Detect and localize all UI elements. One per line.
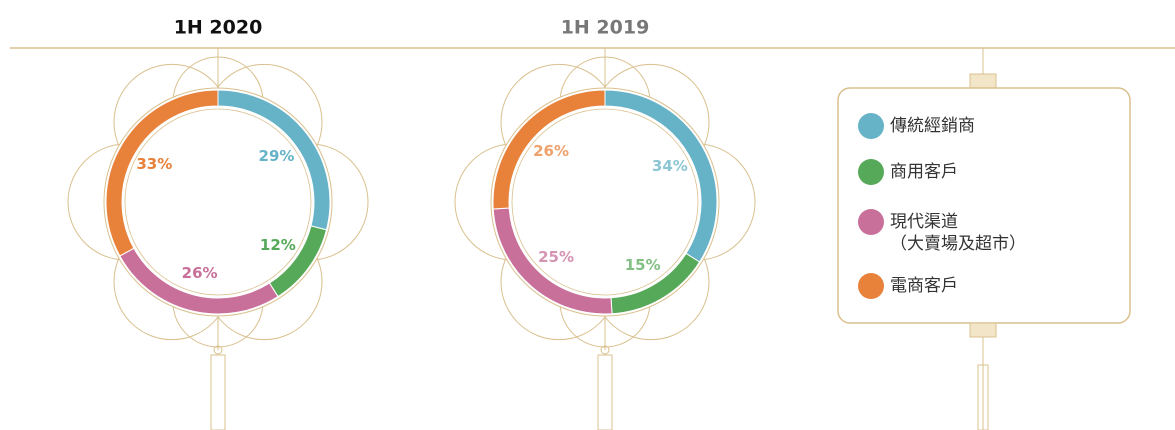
value-label: 15% [625, 256, 661, 274]
hanger-cap [970, 74, 996, 88]
tassel [211, 355, 225, 430]
legend-swatch [858, 159, 884, 185]
value-label: 25% [538, 248, 574, 266]
legend-swatch [858, 209, 884, 235]
value-label: 26% [182, 264, 218, 282]
chart-title: 1H 2020 [174, 17, 263, 39]
page: 1H 2020 29% 12% 26% 33% 1H 2019 34% 15% 25% 26% 傳… [0, 0, 1175, 430]
value-label: 29% [259, 147, 295, 165]
chart-title: 1H 2019 [561, 17, 650, 39]
value-label: 34% [652, 157, 688, 175]
legend-swatch [858, 113, 884, 139]
legend-label: 商用客戶 [890, 161, 958, 183]
donut-bg [491, 88, 719, 316]
donut-bg [104, 88, 332, 316]
value-label: 33% [136, 155, 172, 173]
legend-label: 傳統經銷商 [890, 115, 975, 137]
legend-label: 現代渠道 （大賣場及超市） [890, 211, 1026, 255]
tassel [598, 355, 612, 430]
value-label: 26% [533, 142, 569, 160]
hanger-cap [970, 323, 996, 337]
legend-swatch [858, 273, 884, 299]
legend-label: 電商客戶 [890, 275, 958, 297]
value-label: 12% [260, 236, 296, 254]
